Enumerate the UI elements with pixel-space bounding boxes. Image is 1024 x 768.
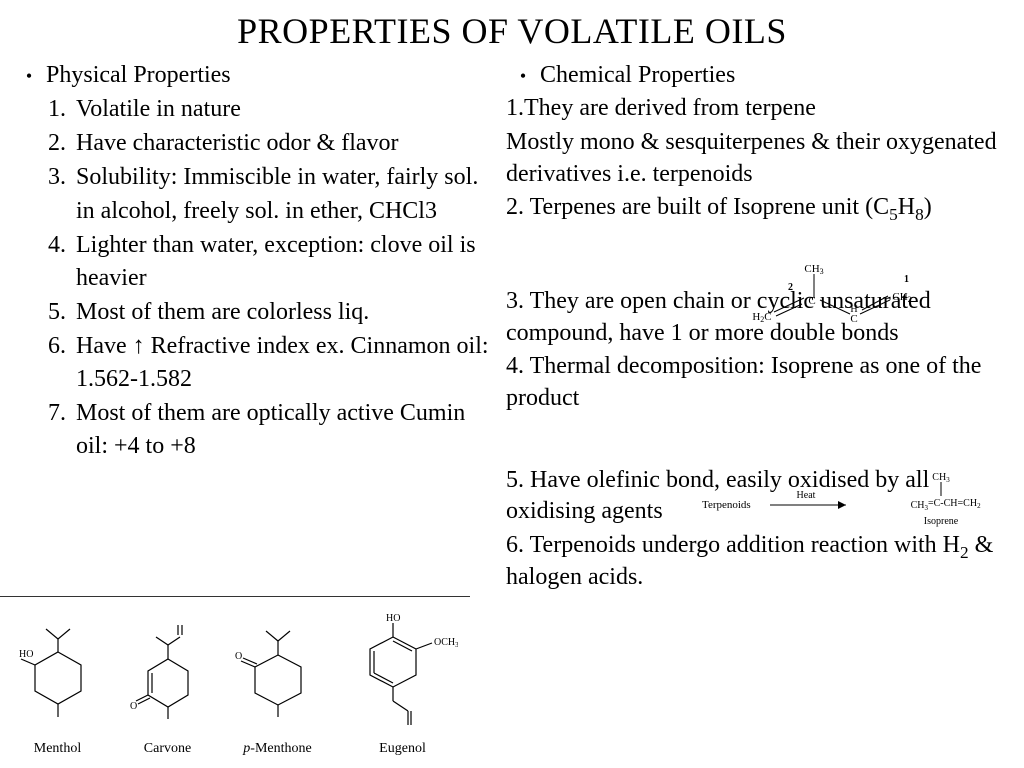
diagram-spacer xyxy=(506,417,1012,463)
carvone-structure: O Carvone xyxy=(128,617,208,756)
list-item: Volatile in nature xyxy=(72,93,494,126)
p-menthone-icon: O xyxy=(233,617,323,737)
svg-text:C: C xyxy=(808,295,815,307)
svg-text:CH3: CH3 xyxy=(804,263,823,276)
list-item: Lighter than water, exception: clove oil… xyxy=(72,229,494,295)
chemical-heading-row: • Chemical Properties xyxy=(506,60,1012,91)
chemical-heading: Chemical Properties xyxy=(540,60,735,91)
heat-reaction-icon: Terpenoids Heat CH3 CH3 =C-CH=CH2 Isopre… xyxy=(696,470,1006,530)
svg-text:1: 1 xyxy=(904,274,909,285)
menthol-structure: HO Menthol xyxy=(13,617,103,756)
menthol-icon: HO xyxy=(13,617,103,737)
isoprene-structure-icon: CH3 H2C C C H CH2 2 1 xyxy=(734,260,944,330)
physical-heading-row: • Physical Properties xyxy=(12,60,494,91)
subscript: 5 xyxy=(889,205,898,224)
bullet-icon: • xyxy=(506,64,540,88)
molecule-label: p-Menthone xyxy=(243,741,311,756)
list-item: Have ↑ Refractive index ex. Cinnamon oil… xyxy=(72,330,494,396)
page-title: PROPERTIES OF VOLATILE OILS xyxy=(0,0,1024,60)
list-item: Most of them are optically active Cumin … xyxy=(72,397,494,463)
molecule-label: Carvone xyxy=(144,741,191,756)
svg-text:OCH3: OCH3 xyxy=(434,637,458,649)
text-fragment: 2. Terpenes are built of Isoprene unit (… xyxy=(506,194,889,220)
list-item: Most of them are colorless liq. xyxy=(72,296,494,329)
eugenol-icon: HO OCH3 xyxy=(348,607,458,737)
svg-text:Terpenoids: Terpenoids xyxy=(702,499,751,511)
molecule-label: Menthol xyxy=(34,741,81,756)
svg-text:CH3: CH3 xyxy=(911,500,929,512)
text-fragment: 6. Terpenoids undergo addition reaction … xyxy=(506,532,960,558)
physical-heading: Physical Properties xyxy=(46,60,231,91)
bullet-icon: • xyxy=(12,64,46,88)
svg-text:CH2: CH2 xyxy=(892,291,911,304)
svg-text:=C-CH=CH2: =C-CH=CH2 xyxy=(928,498,981,510)
molecule-label: Eugenol xyxy=(379,741,426,756)
svg-text:HO: HO xyxy=(19,649,33,660)
subscript: 2 xyxy=(960,543,969,562)
chem-point-1: 1.They are derived from terpene xyxy=(506,93,1012,125)
chem-point-6: 6. Terpenoids undergo addition reaction … xyxy=(506,530,1012,593)
svg-text:Heat: Heat xyxy=(797,490,816,501)
list-item: Solubility: Immiscible in water, fairly … xyxy=(72,161,494,227)
physical-properties-column: • Physical Properties Volatile in nature… xyxy=(12,60,502,595)
text-fragment: H xyxy=(898,194,915,220)
svg-text:O: O xyxy=(235,651,242,662)
physical-list: Volatile in nature Have characteristic o… xyxy=(12,93,494,463)
svg-text:HO: HO xyxy=(386,613,400,624)
p-menthone-structure: O p-Menthone xyxy=(233,617,323,756)
list-item: Have characteristic odor & flavor xyxy=(72,127,494,160)
molecule-structures-row: HO Menthol O Carvone xyxy=(0,596,470,756)
subscript: 8 xyxy=(915,205,924,224)
svg-text:O: O xyxy=(130,701,137,712)
svg-text:Isoprene: Isoprene xyxy=(924,516,959,527)
eugenol-structure: HO OCH3 Eugenol xyxy=(348,607,458,756)
chem-point-2: 2. Terpenes are built of Isoprene unit (… xyxy=(506,192,1012,224)
svg-text:H: H xyxy=(850,304,857,315)
carvone-icon: O xyxy=(128,617,208,737)
chem-point-1b: Mostly mono & sesquiterpenes & their oxy… xyxy=(506,127,1012,190)
svg-text:H2C: H2C xyxy=(752,311,771,324)
chem-point-4: 4. Thermal decomposition: Isoprene as on… xyxy=(506,351,1012,414)
text-fragment: ) xyxy=(924,194,932,220)
svg-text:2: 2 xyxy=(788,282,793,293)
